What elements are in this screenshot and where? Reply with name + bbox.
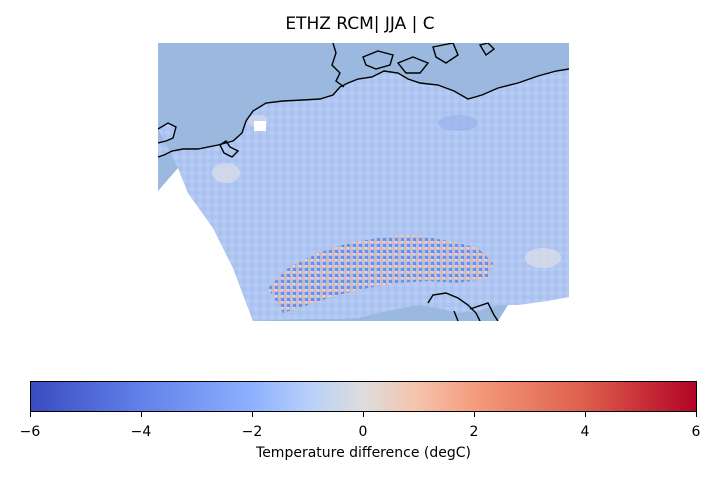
colorbar-tick-label: −4 — [130, 424, 152, 440]
colorbar-tick-label: 0 — [358, 424, 368, 440]
colorbar-tick — [30, 412, 31, 417]
colorbar-tick-label: 4 — [580, 424, 590, 440]
colorbar — [30, 381, 697, 412]
outside-domain — [158, 168, 253, 321]
colorbar-tick-label: 6 — [691, 424, 701, 440]
missing-cells — [254, 121, 266, 131]
warm-patch — [525, 248, 561, 268]
colorbar-tick-label: −6 — [19, 424, 41, 440]
outside-domain-right — [498, 297, 569, 321]
alps-anomalies — [268, 235, 493, 313]
map-title: ETHZ RCM| JJA | C — [285, 14, 435, 34]
map-panel — [158, 43, 569, 321]
colorbar-axis-label: Temperature difference (degC) — [256, 445, 471, 461]
warm-patch — [212, 163, 240, 183]
colorbar-tick — [363, 412, 364, 417]
colorbar-tick — [474, 412, 475, 417]
temperature-map — [158, 43, 569, 321]
colorbar-tick — [585, 412, 586, 417]
colorbar-tick-label: 2 — [469, 424, 479, 440]
colorbar-tick — [141, 412, 142, 417]
colorbar-tick — [696, 412, 697, 417]
cold-patch — [438, 115, 478, 131]
coastlines — [158, 43, 569, 321]
colorbar-tick-label: −2 — [241, 424, 263, 440]
colorbar-tick — [252, 412, 253, 417]
